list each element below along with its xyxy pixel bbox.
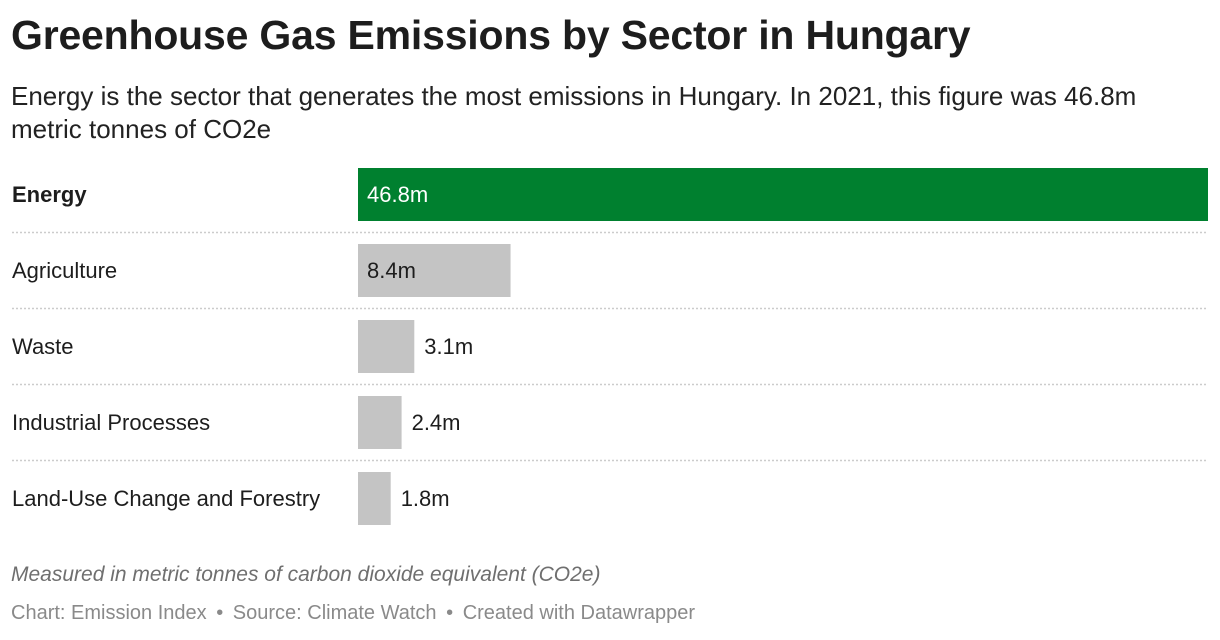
chart-byline: Chart: Emission Index • Source: Climate … xyxy=(11,602,695,625)
bar xyxy=(358,472,391,525)
category-label: Agriculture xyxy=(12,258,117,283)
chart-subtitle: Energy is the sector that generates the … xyxy=(11,81,1137,144)
bar xyxy=(358,168,1208,221)
chart-title: Greenhouse Gas Emissions by Sector in Hu… xyxy=(11,12,971,58)
value-label: 46.8m xyxy=(367,182,428,207)
chart-notes: Measured in metric tonnes of carbon diox… xyxy=(11,563,601,586)
source-credit: Source: Climate Watch xyxy=(232,602,437,624)
category-label: Energy xyxy=(12,182,87,207)
category-label: Land-Use Change and Forestry xyxy=(12,486,320,511)
bar-chart: Energy 46.8m Agriculture 8.4m Waste 3.1m Indus… xyxy=(12,168,1208,525)
bar xyxy=(358,320,415,373)
byline-separator: • xyxy=(446,602,454,624)
value-label: 8.4m xyxy=(367,258,416,283)
value-label: 1.8m xyxy=(401,486,450,511)
value-label: 2.4m xyxy=(412,410,461,435)
category-label: Waste xyxy=(12,334,74,359)
chart-credit: Chart: Emission Index xyxy=(11,602,207,624)
category-label: Industrial Processes xyxy=(12,410,210,435)
value-label: 3.1m xyxy=(424,334,473,359)
byline-separator: • xyxy=(216,602,224,624)
datawrapper-credit: Created with Datawrapper xyxy=(462,602,696,624)
bar xyxy=(358,244,511,297)
bar xyxy=(358,396,402,449)
